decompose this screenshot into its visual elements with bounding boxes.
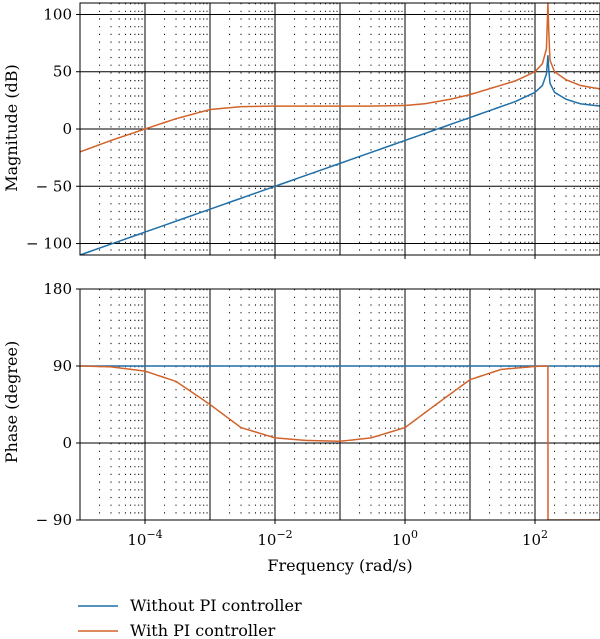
x-axis-label: Frequency (rad/s) — [267, 556, 412, 575]
y-tick-label: − 100 — [26, 235, 72, 253]
y-tick-label: 0 — [62, 434, 72, 452]
legend: Without PI controller With PI controller — [78, 596, 302, 639]
phase-axis-label: Phase (degree) — [2, 341, 21, 463]
series-group — [80, 3, 600, 255]
x-tick-label: 100 — [392, 528, 418, 549]
phase-line-with-pi-controller — [80, 365, 600, 520]
magnitude-axis-label: Magnitude (dB) — [2, 64, 21, 192]
y-tick-label: 90 — [53, 357, 72, 375]
y-tick-label: 180 — [43, 280, 72, 298]
y-tick-label: 50 — [53, 63, 72, 81]
grid — [80, 3, 600, 255]
phase-frame — [79, 288, 600, 521]
x-tick-label: 10−2 — [257, 528, 292, 549]
y-tick-label: − 90 — [36, 511, 72, 529]
y-tick-label: 0 — [62, 120, 72, 138]
series-group — [80, 365, 600, 520]
x-tick-label: 10−4 — [127, 528, 162, 549]
grid — [80, 289, 600, 520]
x-tick-label: 102 — [522, 528, 548, 549]
magnitude-line-with-pi-controller — [80, 3, 600, 153]
legend-label-without-pi: Without PI controller — [130, 596, 302, 615]
magnitude-panel: 100 50 0 − 50 − 100 — [26, 2, 600, 259]
magnitude-frame — [79, 2, 600, 256]
phase-panel: 180 90 0 − 90 10−4 10−2 100 102 — [36, 280, 600, 549]
legend-label-with-pi: With PI controller — [130, 621, 276, 639]
magnitude-line-without-pi-controller — [80, 54, 600, 255]
y-tick-label: 100 — [43, 5, 72, 23]
y-tick-label: − 50 — [36, 177, 72, 195]
